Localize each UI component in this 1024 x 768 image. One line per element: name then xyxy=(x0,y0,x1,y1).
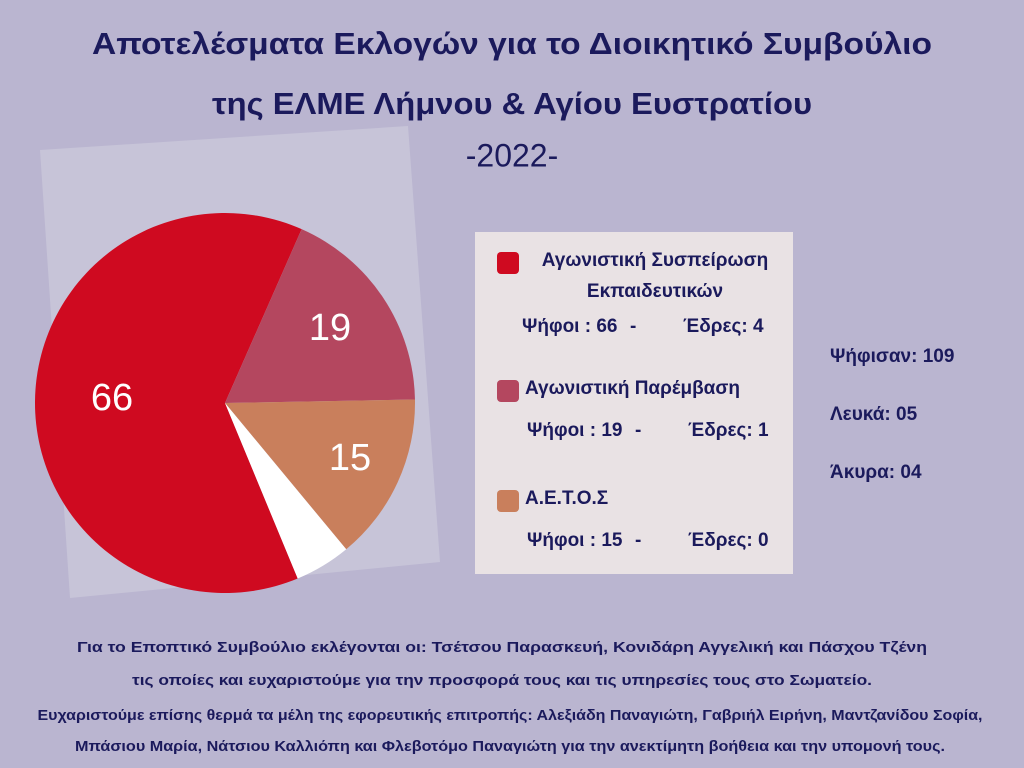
pie-slice xyxy=(225,403,347,579)
pie-slice xyxy=(225,229,415,403)
slice-label: 66 xyxy=(91,377,133,419)
legend: Αγωνιστική Συσπείρωση Εκπαιδευτικών Ψήφοι… xyxy=(475,232,793,574)
footer-line: Για το Εποπτικό Συμβούλιο εκλέγονται οι:… xyxy=(77,639,927,656)
slice-label: 19 xyxy=(309,307,351,349)
legend-detail: Έδρες: 0 xyxy=(688,530,769,551)
legend-detail: Έδρες: 1 xyxy=(688,420,769,441)
legend-detail: Ψήφοι : 15 xyxy=(527,530,623,551)
chart-title: Αποτελέσματα Εκλογών για το Διοικητικό Σ… xyxy=(92,26,932,61)
legend-detail: - xyxy=(635,420,642,441)
legend-label: Αγωνιστική Παρέμβαση xyxy=(525,378,740,399)
footer-line: Ευχαριστούμε επίσης θερμά τα μέλη της εφ… xyxy=(38,707,983,724)
chart-subtitle: -2022- xyxy=(466,137,559,173)
legend-label: Α.Ε.Τ.Ο.Σ xyxy=(525,488,609,509)
legend-detail: - xyxy=(635,530,642,551)
footer-line: τις οποίες και ευχαριστούμε για την προσ… xyxy=(132,672,872,689)
chart-title: της ΕΛΜΕ Λήμνου & Αγίου Ευστρατίου xyxy=(212,86,812,121)
slice-label: 15 xyxy=(329,437,371,479)
legend-swatch xyxy=(497,380,519,402)
legend-detail: - xyxy=(630,316,637,337)
pie-slice xyxy=(35,213,302,593)
stat: Άκυρα: 04 xyxy=(830,462,922,483)
legend-detail: Έδρες: 4 xyxy=(683,316,764,337)
legend-detail: Ψήφοι : 66 xyxy=(522,316,618,337)
legend-swatch xyxy=(497,252,519,274)
pie-slice xyxy=(225,399,415,550)
footer-line: Μπάσιου Μαρία, Νάτσιου Καλλιόπη και Φλεβ… xyxy=(75,738,945,755)
legend-label: Αγωνιστική Συσπείρωση Εκπαιδευτικών xyxy=(541,250,769,302)
stat: Ψήφισαν: 109 xyxy=(830,346,954,367)
slice-label: 5 xyxy=(289,510,310,552)
stat: Λευκά: 05 xyxy=(830,404,918,425)
legend-detail: Ψήφοι : 19 xyxy=(527,420,623,441)
legend-swatch xyxy=(497,490,519,512)
